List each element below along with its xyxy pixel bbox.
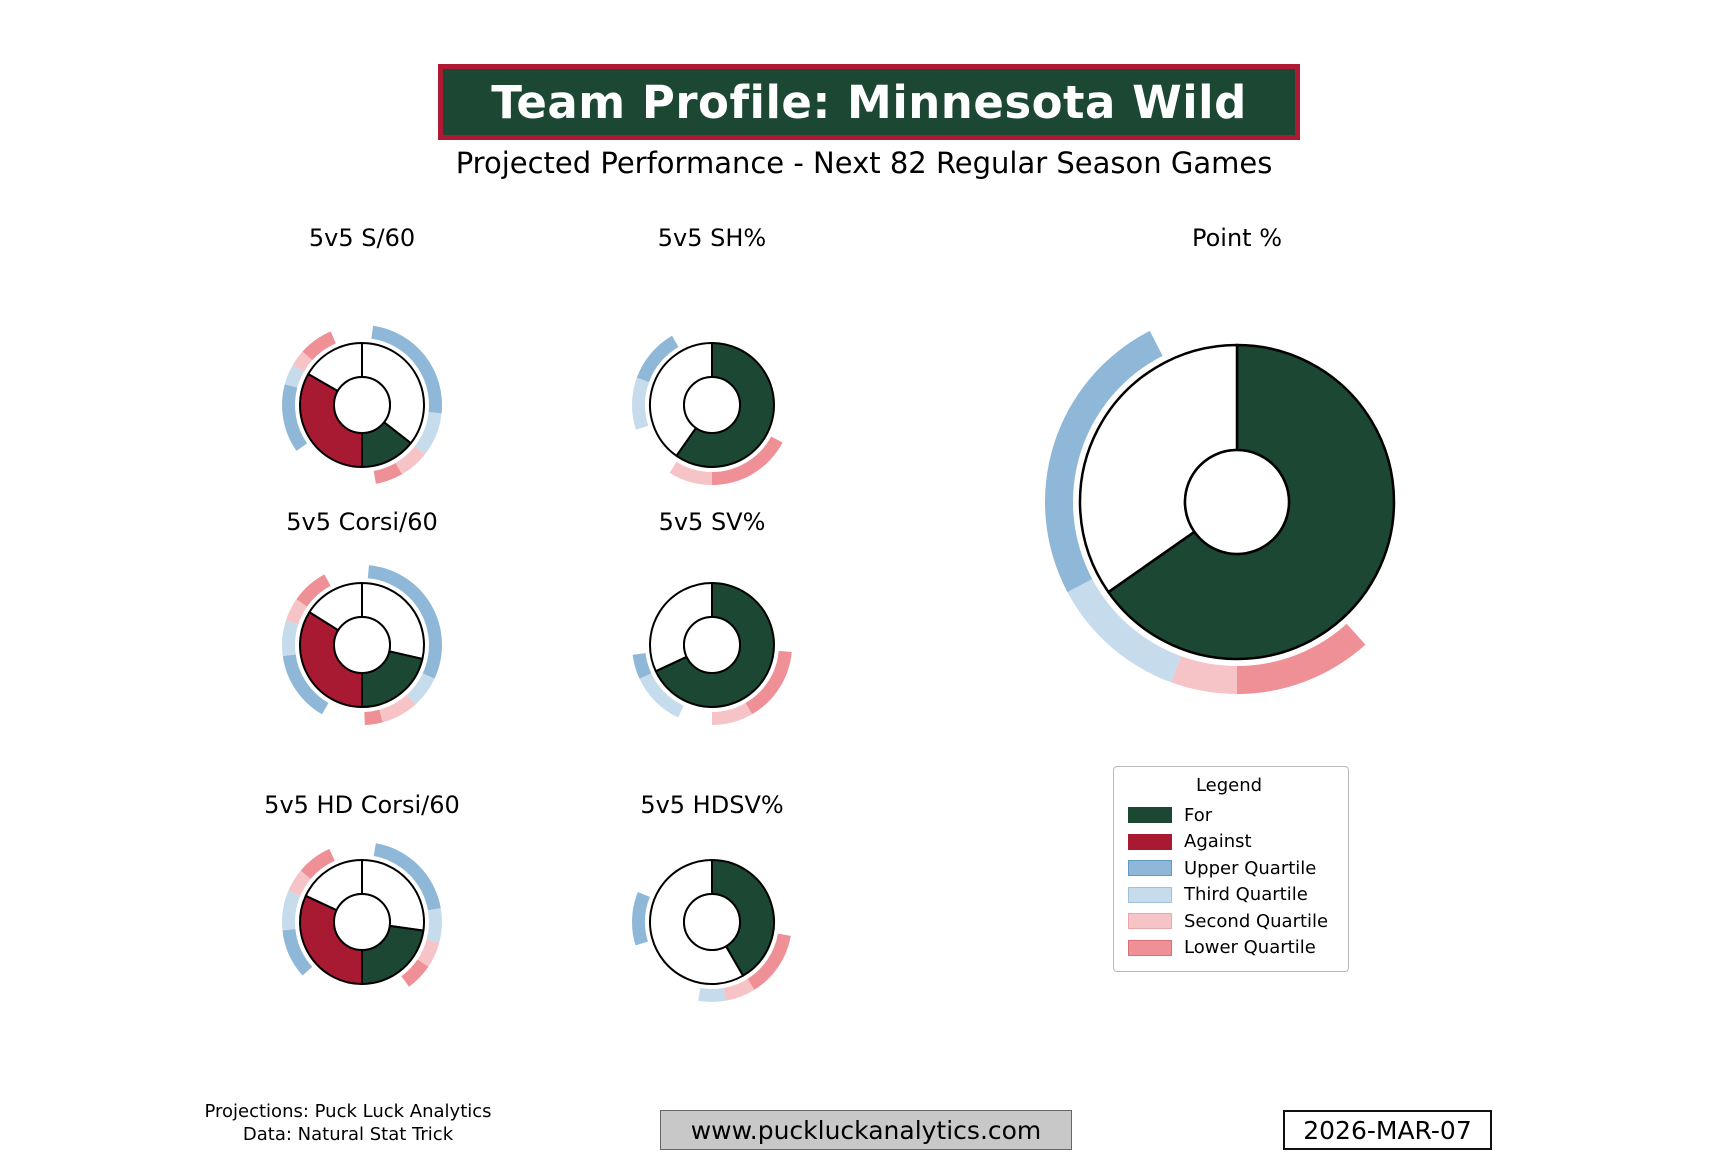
s60-donut-chart xyxy=(282,325,442,484)
chart-title-sv-pct: 5v5 SV% xyxy=(658,508,766,536)
date-box: 2026-MAR-07 xyxy=(1283,1110,1492,1150)
legend-row-lower-quartile: Lower Quartile xyxy=(1128,935,1348,962)
legend-label-for: For xyxy=(1184,804,1213,826)
page-title: Team Profile: Minnesota Wild xyxy=(491,75,1247,129)
legend-swatch-second-quartile xyxy=(1128,913,1172,930)
footer-credits: Projections: Puck Luck Analytics Data: N… xyxy=(138,1100,558,1146)
legend-swatch-for xyxy=(1128,807,1172,824)
sv-pct-donut-chart xyxy=(632,582,792,725)
point-pct-donut-chart xyxy=(1045,330,1396,694)
chart-title-sh-pct: 5v5 SH% xyxy=(657,224,767,252)
hd-corsi60-donut-chart xyxy=(282,843,443,987)
legend-swatch-against xyxy=(1128,833,1172,850)
url-box: www.puckluckanalytics.com xyxy=(660,1110,1072,1150)
legend-box: Legend For Against Upper Quartile Third … xyxy=(1113,766,1349,972)
chart-title-hd-corsi60: 5v5 HD Corsi/60 xyxy=(264,791,460,819)
legend-label-third-quartile: Third Quartile xyxy=(1184,884,1308,906)
legend-title: Legend xyxy=(1195,775,1263,796)
legend-row-third-quartile: Third Quartile xyxy=(1128,882,1348,909)
corsi60-donut-chart xyxy=(282,565,442,725)
url-text: www.puckluckanalytics.com xyxy=(690,1115,1042,1145)
legend-swatch-third-quartile xyxy=(1128,886,1172,903)
legend-row-second-quartile: Second Quartile xyxy=(1128,908,1348,935)
credits-line-2: Data: Natural Stat Trick xyxy=(242,1124,454,1145)
legend-row-upper-quartile: Upper Quartile xyxy=(1128,855,1348,882)
sh-pct-donut-chart xyxy=(632,335,783,485)
header-title-box: Team Profile: Minnesota Wild xyxy=(438,64,1300,140)
credits-line-1: Projections: Puck Luck Analytics xyxy=(204,1101,492,1122)
chart-title-point-pct: Point % xyxy=(1191,224,1283,252)
legend-label-upper-quartile: Upper Quartile xyxy=(1184,857,1317,879)
chart-title-s60: 5v5 S/60 xyxy=(308,224,416,252)
legend-row-for: For xyxy=(1128,802,1348,829)
chart-title-hdsv-pct: 5v5 HDSV% xyxy=(640,791,784,819)
chart-title-corsi60: 5v5 Corsi/60 xyxy=(286,508,438,536)
legend-label-lower-quartile: Lower Quartile xyxy=(1184,937,1316,959)
legend-swatch-lower-quartile xyxy=(1128,939,1172,956)
legend-swatch-upper-quartile xyxy=(1128,860,1172,877)
legend-row-against: Against xyxy=(1128,829,1348,856)
legend-label-against: Against xyxy=(1184,831,1252,853)
date-text: 2026-MAR-07 xyxy=(1303,1115,1472,1145)
hdsv-pct-donut-chart xyxy=(632,859,791,1002)
legend-label-second-quartile: Second Quartile xyxy=(1184,910,1329,932)
page-subtitle: Projected Performance - Next 82 Regular … xyxy=(455,146,1273,180)
